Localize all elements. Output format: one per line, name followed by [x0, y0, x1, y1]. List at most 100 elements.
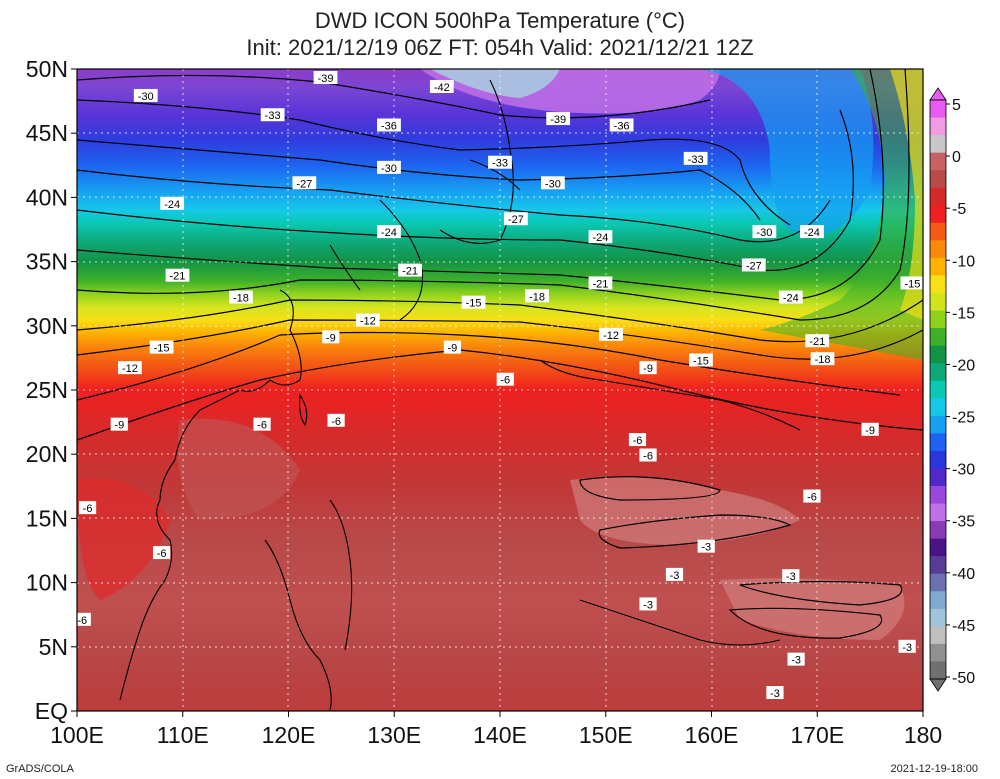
contour-label: -33: [488, 155, 512, 170]
contour-label: -39: [313, 70, 338, 85]
contour-label-text: -27: [296, 178, 312, 190]
contour-label-text: -39: [318, 73, 334, 85]
warm-patch-1: [570, 476, 800, 545]
footer-software-credit: GrADS/COLA: [6, 763, 74, 775]
contour-label: -21: [588, 276, 613, 290]
contour-label-box: [900, 276, 923, 290]
contour-label-text: -15: [904, 278, 920, 290]
contour-label-box: [898, 639, 916, 653]
contour-label-text: -9: [448, 343, 458, 355]
lat-tick-label: 15N: [26, 505, 68, 531]
contour-label-text: -3: [786, 571, 796, 583]
contour-label: -9: [443, 340, 462, 355]
contour-label-box: [292, 176, 317, 190]
contour-label: -12: [599, 327, 623, 342]
colorbar-tick-label: -50: [952, 670, 975, 687]
lon-tick-label: 130E: [367, 722, 421, 748]
colorbar-swatch: [930, 468, 946, 487]
lat-tick-label: 30N: [26, 313, 68, 339]
colorbar-tick-label: -20: [952, 357, 975, 374]
contour-label-box: [377, 118, 401, 132]
colorbar-swatch: [930, 486, 946, 505]
contour-label: -3: [639, 597, 657, 611]
contour-label-text: -15: [693, 355, 709, 367]
colorbar-tick-label: 0: [952, 149, 961, 166]
contour-label: -33: [683, 151, 708, 166]
contour-label-text: -9: [114, 420, 124, 432]
contour-label-text: -6: [77, 615, 87, 627]
contour-label-text: -12: [603, 330, 619, 342]
contour-label: -6: [253, 417, 271, 432]
contour-label-text: -9: [643, 363, 653, 375]
contour-label-box: [149, 340, 174, 354]
contour-label-box: [110, 417, 128, 431]
contour-label-box: [327, 413, 345, 427]
lat-tick-label: 50N: [26, 56, 68, 82]
colorbar-swatch: [930, 363, 946, 382]
lat-tick-label: 45N: [26, 120, 68, 146]
contour-label-text: -18: [233, 293, 249, 305]
lon-tick-label: 140E: [473, 722, 527, 748]
contour-label: -6: [496, 372, 514, 387]
contour-label: -6: [77, 612, 91, 627]
contour-label-box: [525, 289, 549, 303]
contour-label-box: [639, 448, 657, 462]
contour-label: -36: [377, 118, 401, 132]
contour-label: -24: [377, 225, 401, 239]
contour-label: -24: [588, 230, 613, 244]
contour-label-text: -21: [402, 266, 418, 278]
lon-tick-label: 150E: [579, 722, 633, 748]
contour-label: -3: [787, 652, 805, 667]
contour-label: -15: [900, 276, 923, 290]
hot-patch-indochina: [77, 478, 170, 600]
graticule: [77, 69, 923, 711]
latitude-axis: 50N 45N 40N 35N 30N 25N 20N 15N 10N 5N EQ: [26, 56, 77, 724]
contour-label-box: [160, 196, 185, 210]
contour-label-box: [752, 225, 777, 239]
contour-label: -6: [639, 448, 657, 462]
contour-label-box: [313, 70, 338, 84]
map-plot-area: -39 -42 -30 -33 -36 -39 -36 -30 -33 -33 -27 -30 -24 -…: [77, 69, 923, 711]
contour-label-text: -30: [381, 163, 397, 175]
contour-label-box: [133, 88, 158, 102]
contour-label-text: -6: [83, 503, 93, 515]
contour-label-box: [429, 79, 454, 93]
contour-label: -6: [78, 501, 97, 515]
contour-label: -3: [782, 569, 800, 583]
colorbar-swatch: [930, 433, 946, 452]
contour-label: -9: [110, 417, 128, 432]
cold-pool-center: [430, 69, 560, 98]
contour-label: -3: [665, 567, 684, 582]
contour-label-box: [588, 230, 613, 244]
colorbar-swatch: [930, 380, 946, 399]
colorbar-swatch: [930, 415, 946, 434]
contour-label-text: -3: [902, 642, 912, 654]
lat-tick-label: 35N: [26, 249, 68, 275]
contour-label-box: [639, 361, 657, 375]
contour-label-text: -24: [164, 199, 180, 211]
colorbar-swatch: [930, 521, 946, 540]
contour-label-box: [861, 422, 879, 436]
lat-tick-label: 10N: [26, 570, 68, 596]
contour-label-box: [153, 546, 171, 560]
contour-label-text: -24: [783, 293, 799, 305]
contour-label-text: -27: [508, 214, 524, 226]
contour-label-text: -39: [550, 114, 566, 126]
chart-subtitle: Init: 2021/12/19 06Z FT: 054h Valid: 202…: [246, 35, 754, 60]
colorbar-tick-label: -30: [952, 462, 975, 479]
contour-label-box: [588, 276, 613, 290]
contour-label: -12: [355, 313, 380, 328]
contour-label: -6: [153, 546, 171, 560]
contour-label-text: -6: [807, 492, 817, 504]
lon-tick-label: 100E: [50, 722, 104, 748]
contour-label: -18: [810, 352, 835, 366]
colorbar-swatch: [930, 556, 946, 575]
contour-label: -33: [260, 108, 285, 122]
lat-tick-label: 40N: [26, 184, 68, 210]
warm-patch-3: [177, 418, 300, 520]
contour-label-text: -6: [157, 548, 167, 560]
lon-tick-label: 160E: [685, 722, 739, 748]
contour-label-text: -30: [545, 178, 561, 190]
contour-label-box: [377, 225, 401, 239]
contour-label-text: -36: [381, 120, 397, 132]
